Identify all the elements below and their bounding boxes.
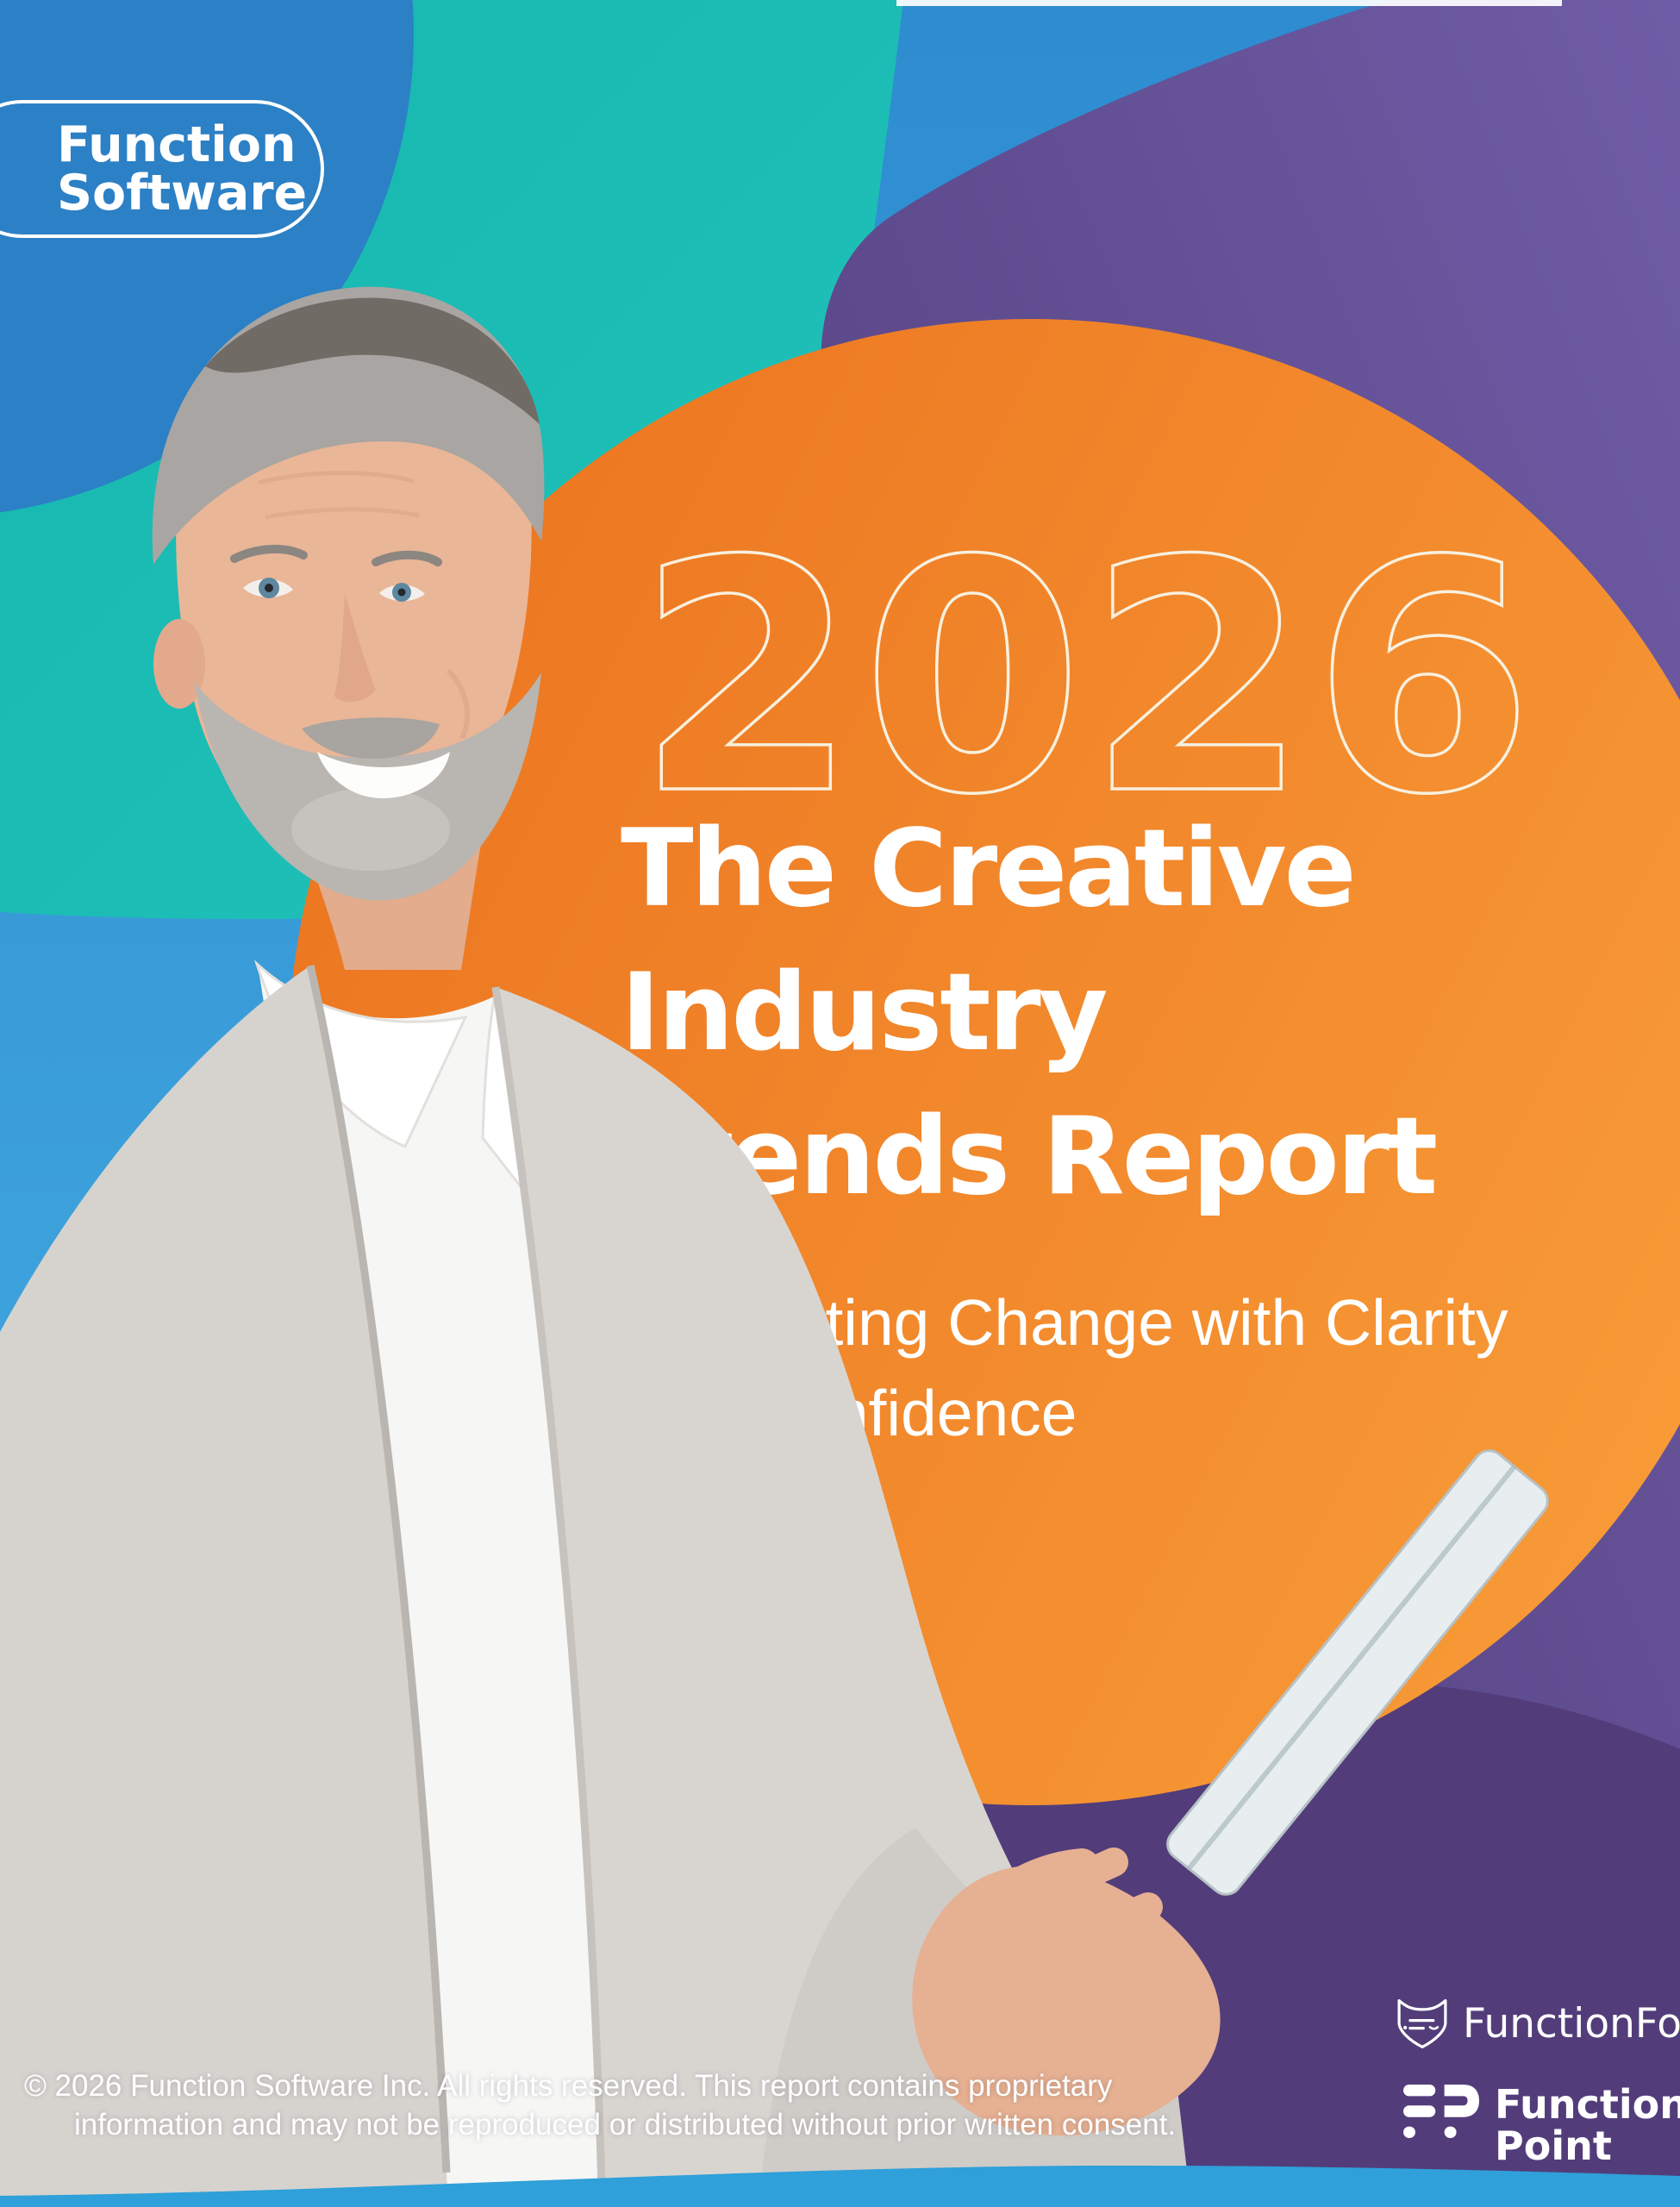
eye-left (243, 578, 293, 598)
report-title: The Creative Industry Trends Report (621, 797, 1438, 1229)
report-title-line1: The Creative (621, 807, 1357, 931)
eye-right (379, 583, 425, 602)
top-white-sliver (896, 0, 1562, 6)
fox-head-icon (1397, 1999, 1447, 2048)
forehead-crease (258, 471, 415, 485)
mustache (302, 717, 440, 759)
forehead-crease-2 (265, 507, 420, 520)
hand (912, 1848, 1221, 2136)
year-outline-text: 2026 (636, 494, 1538, 865)
report-title-line2: Industry (621, 950, 1109, 1075)
functionfox-name: FunctionFox (1463, 2000, 1680, 2048)
smile-line (446, 668, 470, 740)
hair-top-streak (205, 297, 540, 424)
beard-chin-highlight (291, 788, 450, 871)
functionpoint-logo: Function Point (1403, 2081, 1680, 2169)
copyright-line2: information and may not be reproduced or… (74, 2107, 1177, 2141)
functionpoint-line1: Function (1495, 2081, 1680, 2128)
lapel-edge-right (491, 986, 606, 2191)
smile-teeth (317, 752, 450, 798)
brand-badge-line1: Function (57, 116, 297, 173)
nose (334, 593, 376, 703)
fp-monogram-icon (1403, 2085, 1479, 2138)
tablet (1166, 1449, 1549, 1896)
lapel-edge-left (306, 965, 451, 2173)
brand-badge: Function Software (0, 100, 324, 238)
eyebrow-right (372, 550, 442, 566)
copyright-notice: © 2026 Function Software Inc. All rights… (24, 2067, 1176, 2145)
jacket-left-panel (0, 966, 448, 2207)
functionfox-label: FunctionFox® (1463, 2000, 1680, 2048)
brand-badge-line2: Software (57, 165, 308, 222)
ear (153, 619, 205, 709)
eyebrow-left (230, 545, 308, 563)
functionfox-logo: FunctionFox® (1395, 1998, 1680, 2049)
functionpoint-label: Function Point (1495, 2081, 1680, 2169)
functionpoint-line2: Point (1495, 2122, 1612, 2169)
copyright-line1: © 2026 Function Software Inc. All rights… (24, 2069, 1113, 2103)
